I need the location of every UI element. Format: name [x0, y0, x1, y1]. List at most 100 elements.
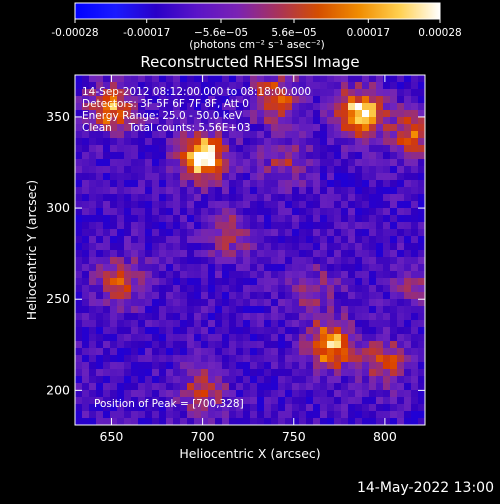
image-cell: [383, 173, 391, 181]
image-cell: [411, 257, 419, 265]
colorbar: [74, 2, 441, 20]
image-cell: [285, 159, 293, 167]
image-cell: [250, 96, 258, 104]
image-cell: [96, 96, 104, 104]
image-cell: [257, 173, 265, 181]
image-cell: [201, 278, 209, 286]
image-cell: [131, 334, 139, 342]
image-cell: [89, 257, 97, 265]
image-cell: [376, 418, 384, 425]
image-cell: [299, 166, 307, 174]
image-cell: [334, 355, 342, 363]
image-cell: [145, 173, 153, 181]
image-cell: [397, 82, 405, 90]
image-cell: [215, 327, 223, 335]
image-cell: [103, 89, 111, 97]
image-cell: [362, 173, 370, 181]
image-cell: [208, 306, 216, 314]
image-cell: [334, 369, 342, 377]
image-cell: [341, 271, 349, 279]
image-cell: [271, 194, 279, 202]
image-cell: [320, 327, 328, 335]
image-cell: [362, 124, 370, 132]
image-cell: [404, 418, 412, 425]
image-cell: [215, 89, 223, 97]
image-cell: [278, 390, 286, 398]
image-cell: [404, 341, 412, 349]
image-cell: [159, 145, 167, 153]
image-cell: [110, 131, 118, 139]
image-cell: [89, 215, 97, 223]
image-cell: [131, 82, 139, 90]
image-cell: [138, 313, 146, 321]
image-cell: [369, 131, 377, 139]
image-cell: [180, 334, 188, 342]
image-cell: [306, 341, 314, 349]
image-cell: [397, 285, 405, 293]
image-cell: [313, 159, 321, 167]
image-cell: [173, 222, 181, 230]
image-cell: [313, 89, 321, 97]
image-cell: [369, 166, 377, 174]
image-cell: [257, 418, 265, 425]
image-cell: [208, 75, 216, 83]
image-cell: [194, 201, 202, 209]
image-cell: [194, 110, 202, 118]
image-cell: [159, 89, 167, 97]
image-cell: [89, 138, 97, 146]
image-cell: [236, 152, 244, 160]
image-cell: [201, 327, 209, 335]
image-cell: [138, 222, 146, 230]
image-cell: [271, 166, 279, 174]
image-cell: [187, 159, 195, 167]
image-cell: [166, 264, 174, 272]
image-cell: [390, 418, 398, 425]
image-cell: [362, 404, 370, 412]
image-cell: [131, 397, 139, 405]
image-cell: [75, 117, 83, 125]
image-cell: [292, 411, 300, 419]
image-cell: [159, 187, 167, 195]
image-cell: [124, 341, 132, 349]
image-cell: [250, 404, 258, 412]
image-cell: [250, 257, 258, 265]
image-cell: [215, 215, 223, 223]
image-cell: [180, 215, 188, 223]
image-cell: [173, 187, 181, 195]
image-cell: [117, 250, 125, 258]
image-cell: [173, 327, 181, 335]
image-cell: [201, 348, 209, 356]
image-cell: [75, 299, 83, 307]
image-cell: [236, 250, 244, 258]
image-cell: [124, 131, 132, 139]
image-cell: [320, 271, 328, 279]
image-cell: [194, 75, 202, 83]
image-cell: [208, 299, 216, 307]
image-cell: [313, 75, 321, 83]
image-cell: [397, 257, 405, 265]
image-cell: [96, 229, 104, 237]
image-cell: [166, 117, 174, 125]
image-cell: [166, 215, 174, 223]
image-cell: [320, 201, 328, 209]
image-cell: [201, 306, 209, 314]
image-cell: [96, 320, 104, 328]
image-cell: [229, 257, 237, 265]
image-cell: [159, 292, 167, 300]
image-cell: [320, 229, 328, 237]
image-cell: [320, 82, 328, 90]
image-cell: [355, 215, 363, 223]
image-cell: [404, 229, 412, 237]
image-cell: [292, 299, 300, 307]
image-cell: [376, 187, 384, 195]
image-cell: [215, 271, 223, 279]
image-cell: [222, 334, 230, 342]
image-cell: [201, 418, 209, 425]
image-cell: [89, 236, 97, 244]
image-cell: [418, 103, 425, 111]
image-cell: [117, 194, 125, 202]
image-cell: [131, 257, 139, 265]
image-cell: [222, 110, 230, 118]
image-cell: [82, 418, 90, 425]
image-cell: [306, 145, 314, 153]
